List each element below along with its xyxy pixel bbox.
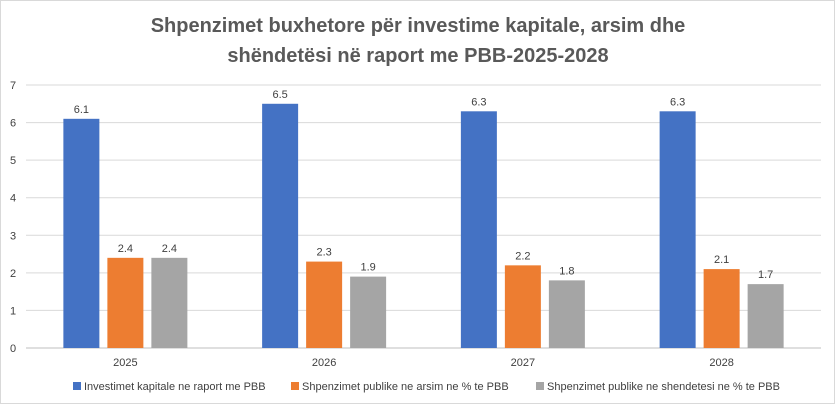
bar: [306, 261, 343, 348]
chart-title-line-1: Shpenzimet buxhetore për investime kapit…: [151, 15, 686, 37]
y-tick-label: 7: [10, 80, 16, 92]
bar: [548, 280, 585, 348]
bar: [703, 269, 740, 348]
x-tick-label: 2028: [709, 357, 733, 369]
data-labels: 6.1 2.4 2.4 6.5 2.3 1.9 6.3 2.2 1.8 6.3 2.1 1.7: [74, 89, 774, 281]
data-label: 6.5: [272, 89, 287, 101]
legend-swatch: [536, 382, 544, 390]
data-label: 1.7: [758, 269, 773, 281]
bar: [350, 276, 387, 348]
bar: [747, 284, 784, 348]
bar: [107, 257, 144, 348]
chart-title-line-2: shëndetësi në raport me PBB-2025-2028: [227, 45, 608, 67]
y-tick-label: 1: [10, 305, 16, 317]
legend-label: Shpenzimet publike ne arsim ne % te PBB: [302, 381, 509, 393]
data-label: 1.9: [360, 262, 375, 274]
data-label: 2.1: [714, 254, 729, 266]
legend-label: Investimet kapitale ne raport me PBB: [84, 381, 266, 393]
bar: [460, 111, 497, 348]
y-tick-label: 5: [10, 155, 16, 167]
bar: [151, 257, 188, 348]
bar: [63, 118, 100, 348]
data-label: 6.1: [74, 104, 89, 116]
legend-label: Shpenzimet publike ne shendetesi ne % te…: [547, 381, 780, 393]
legend: Investimet kapitale ne raport me PBB Shpe…: [73, 381, 780, 393]
x-tick-label: 2025: [113, 357, 137, 369]
y-tick-label: 0: [10, 343, 16, 355]
legend-swatch: [291, 382, 299, 390]
y-tick-label: 3: [10, 230, 16, 242]
bar: [659, 111, 696, 348]
data-label: 2.4: [118, 243, 133, 255]
y-tick-label: 6: [10, 118, 16, 130]
x-axis-ticks: 2025 2026 2027 2028: [113, 357, 734, 369]
gridlines: [26, 84, 821, 349]
y-tick-label: 4: [10, 193, 16, 205]
bar: [262, 103, 299, 349]
y-tick-label: 2: [10, 268, 16, 280]
data-label: 2.2: [515, 250, 530, 262]
x-tick-label: 2026: [312, 357, 336, 369]
bars: [63, 103, 784, 349]
data-label: 6.3: [670, 96, 685, 108]
data-label: 2.4: [162, 243, 177, 255]
data-label: 6.3: [471, 96, 486, 108]
x-tick-label: 2027: [511, 357, 535, 369]
data-label: 2.3: [316, 247, 331, 259]
legend-swatch: [73, 382, 81, 390]
data-label: 1.8: [559, 265, 574, 277]
bar: [504, 265, 541, 348]
y-axis-ticks: 0 1 2 3 4 5 6 7: [10, 80, 16, 355]
